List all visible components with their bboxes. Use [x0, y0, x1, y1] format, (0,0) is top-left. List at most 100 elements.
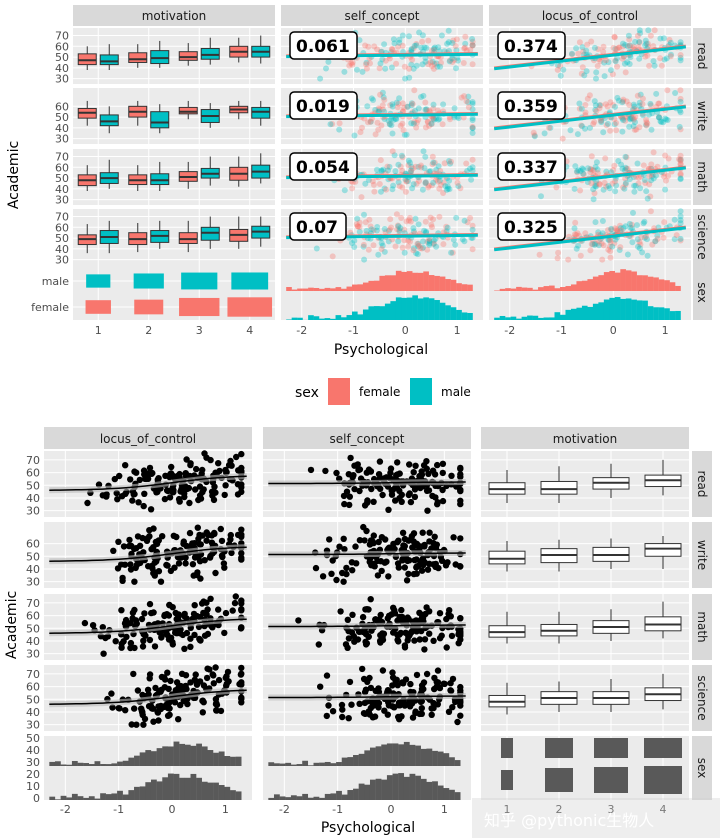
scatter-point [362, 180, 369, 187]
scatter-point [612, 225, 618, 232]
scatter-point [405, 217, 412, 224]
histogram-bar-male [417, 298, 424, 320]
y-tick-label: 40 [55, 243, 69, 256]
scatter-point [395, 223, 402, 230]
scatter-point [203, 599, 210, 606]
scatter-point [611, 34, 618, 41]
histogram-bar-male [521, 316, 528, 320]
row-strip-label-math: math [695, 611, 709, 642]
box-male [99, 114, 119, 127]
scatter-point [415, 542, 422, 549]
scatter-point [611, 116, 618, 122]
scatter-point [677, 52, 684, 58]
scatter-point [402, 188, 409, 195]
scatter-point [449, 704, 456, 711]
scatter-point [141, 715, 149, 723]
histogram-bar-male [581, 305, 588, 320]
scatter-point [580, 166, 586, 173]
smooth-line [268, 552, 466, 556]
legend-key-male [410, 378, 432, 405]
scatter-point [431, 116, 437, 123]
row-strip-label-sex: sex [695, 282, 709, 303]
scatter-point [133, 469, 140, 476]
scatter-point [356, 219, 363, 226]
scatter-point [394, 539, 401, 546]
scatter-point [238, 468, 245, 475]
histogram-bar [268, 797, 275, 800]
scatter-point [435, 107, 441, 114]
scatter-point [573, 168, 580, 175]
scatter-point [150, 718, 157, 725]
scatter-point [413, 62, 420, 69]
scatter-point [615, 97, 622, 104]
scatter-point [394, 222, 401, 229]
scatter-point [367, 684, 375, 692]
scatter-point [636, 245, 643, 252]
scatter-point [453, 47, 460, 54]
scatter-point [436, 177, 443, 184]
scatter-point [365, 119, 371, 126]
scatter-point [582, 230, 589, 237]
scatter-point [426, 237, 433, 244]
scatter-point [623, 165, 630, 172]
scatter-point [140, 721, 147, 728]
scatter-point [389, 148, 396, 155]
row-strip-label-write: write [695, 540, 709, 570]
scatter-point [637, 185, 644, 192]
scatter-point [191, 631, 198, 639]
scatter-point [433, 176, 439, 183]
scatter-point [363, 227, 370, 234]
scatter-point [448, 249, 455, 256]
scatter-point [431, 674, 438, 682]
scatter-point [183, 456, 190, 463]
scatter-point [636, 99, 643, 106]
scatter-point [624, 43, 631, 50]
scatter-point [530, 129, 537, 136]
scatter-point [385, 228, 392, 234]
scatter-point [414, 240, 421, 247]
scatter-point [181, 610, 188, 618]
scatter-point [557, 63, 564, 70]
scatter-point [370, 532, 377, 539]
scatter-point [612, 236, 619, 243]
scatter-point [374, 46, 381, 53]
smooth-line [268, 481, 466, 485]
scatter-point [660, 119, 667, 126]
scatter-point [355, 466, 362, 474]
scatter-point [594, 166, 601, 173]
histogram-bar [162, 777, 169, 800]
scatter-point [150, 609, 157, 616]
histogram-bar [302, 793, 309, 800]
scatter-point [627, 116, 634, 123]
row-strip-write [693, 88, 712, 144]
scatter-point [630, 115, 637, 122]
histogram-bar-male [554, 312, 561, 320]
scatter-point [454, 54, 461, 61]
figure-top-facet-grid: motivation self_concept locus_of_controlre… [6, 5, 712, 405]
scatter-point [579, 64, 586, 71]
scatter-point [215, 460, 222, 467]
scatter-point [605, 227, 611, 233]
histogram-bar [122, 760, 129, 766]
scatter-point [384, 711, 391, 718]
scatter-point [343, 564, 350, 572]
histogram-bar [415, 775, 421, 800]
histogram-bar [156, 781, 163, 800]
scatter-point [413, 564, 420, 571]
scatter-point [364, 497, 371, 504]
scatter-point [588, 38, 595, 45]
scatter-point [424, 238, 431, 245]
scatter-point [418, 164, 425, 171]
scatter-point [614, 227, 621, 234]
scatter-point [677, 54, 684, 61]
y-tick-label: 70 [26, 454, 40, 467]
scatter-point [351, 244, 358, 250]
legend-label-female: female [359, 385, 400, 399]
scatter-point [677, 217, 684, 224]
scatter-point [567, 127, 574, 134]
histogram-bar [449, 757, 455, 766]
scatter-point [677, 98, 684, 105]
scatter-point [657, 35, 664, 42]
scatter-point [377, 611, 384, 619]
scatter-point [432, 494, 439, 501]
